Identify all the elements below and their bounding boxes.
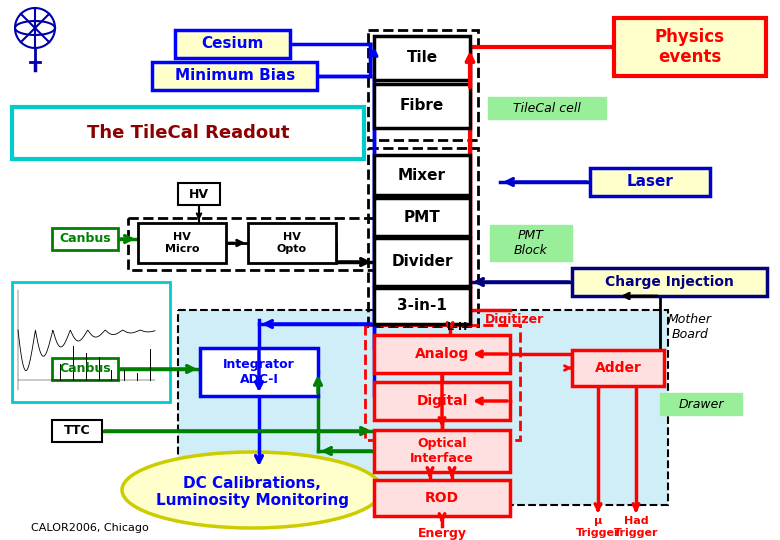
Bar xyxy=(12,282,170,402)
Bar xyxy=(152,62,317,90)
Text: Drawer: Drawer xyxy=(679,397,724,410)
Bar xyxy=(374,198,470,236)
Bar xyxy=(52,228,118,250)
Bar xyxy=(138,223,226,263)
Text: Fibre: Fibre xyxy=(400,98,444,113)
Bar xyxy=(248,223,336,263)
Text: TTC: TTC xyxy=(64,424,90,437)
Bar xyxy=(175,30,290,58)
Bar xyxy=(374,382,510,420)
Bar xyxy=(374,335,510,373)
Text: The TileCal Readout: The TileCal Readout xyxy=(87,124,289,142)
Text: Had
Trigger: Had Trigger xyxy=(614,516,658,538)
Bar xyxy=(660,393,742,415)
Bar xyxy=(572,350,664,386)
Text: Optical
Interface: Optical Interface xyxy=(410,437,474,465)
Text: HV
Opto: HV Opto xyxy=(277,232,307,254)
Text: L: L xyxy=(446,322,453,332)
Text: Mixer: Mixer xyxy=(398,167,446,183)
Bar xyxy=(374,430,510,472)
Bar xyxy=(374,36,470,80)
Bar xyxy=(572,268,767,296)
Bar xyxy=(374,288,470,324)
Text: ROD: ROD xyxy=(425,491,459,505)
Text: HV: HV xyxy=(189,187,209,200)
Text: Integrator
ADC-I: Integrator ADC-I xyxy=(223,358,295,386)
Bar xyxy=(488,97,606,119)
Bar xyxy=(365,325,520,440)
Text: Tile: Tile xyxy=(406,51,438,65)
Bar xyxy=(374,155,470,195)
Bar xyxy=(128,218,374,270)
Text: Analog: Analog xyxy=(415,347,469,361)
Text: PMT: PMT xyxy=(403,210,441,225)
Text: μ
Trigger: μ Trigger xyxy=(576,516,620,538)
Bar xyxy=(52,420,102,442)
Ellipse shape xyxy=(122,452,382,528)
Text: 3-in-1: 3-in-1 xyxy=(397,299,447,314)
Text: Energy: Energy xyxy=(417,526,466,539)
Text: Mother
Board: Mother Board xyxy=(668,313,712,341)
Text: Digital: Digital xyxy=(417,394,468,408)
Text: Charge Injection: Charge Injection xyxy=(604,275,733,289)
Bar xyxy=(374,84,470,128)
Text: Canbus: Canbus xyxy=(59,362,111,375)
Bar xyxy=(178,310,668,505)
Text: Canbus: Canbus xyxy=(59,233,111,246)
Bar xyxy=(374,480,510,516)
Text: Adder: Adder xyxy=(594,361,641,375)
Text: Laser: Laser xyxy=(626,174,673,190)
Bar xyxy=(12,107,364,159)
Bar xyxy=(368,30,478,140)
Text: Physics
events: Physics events xyxy=(655,28,725,66)
Text: H: H xyxy=(459,322,468,332)
Bar xyxy=(178,183,220,205)
Text: TileCal cell: TileCal cell xyxy=(513,102,581,114)
Bar xyxy=(590,168,710,196)
Text: Digitizer: Digitizer xyxy=(485,314,544,327)
Text: CALOR2006, Chicago: CALOR2006, Chicago xyxy=(31,523,149,533)
Text: Minimum Bias: Minimum Bias xyxy=(175,69,295,84)
Text: HV
Micro: HV Micro xyxy=(165,232,199,254)
Bar xyxy=(490,225,572,261)
Text: Cesium: Cesium xyxy=(200,37,263,51)
Bar xyxy=(368,148,478,326)
Text: Luminosity Monitoring: Luminosity Monitoring xyxy=(155,492,349,508)
Text: DC Calibrations,: DC Calibrations, xyxy=(183,476,321,490)
Text: Divider: Divider xyxy=(392,254,452,269)
Bar xyxy=(374,238,470,286)
Text: PMT
Block: PMT Block xyxy=(514,229,548,257)
Bar xyxy=(52,358,118,380)
Bar xyxy=(614,18,766,76)
Bar xyxy=(200,348,318,396)
